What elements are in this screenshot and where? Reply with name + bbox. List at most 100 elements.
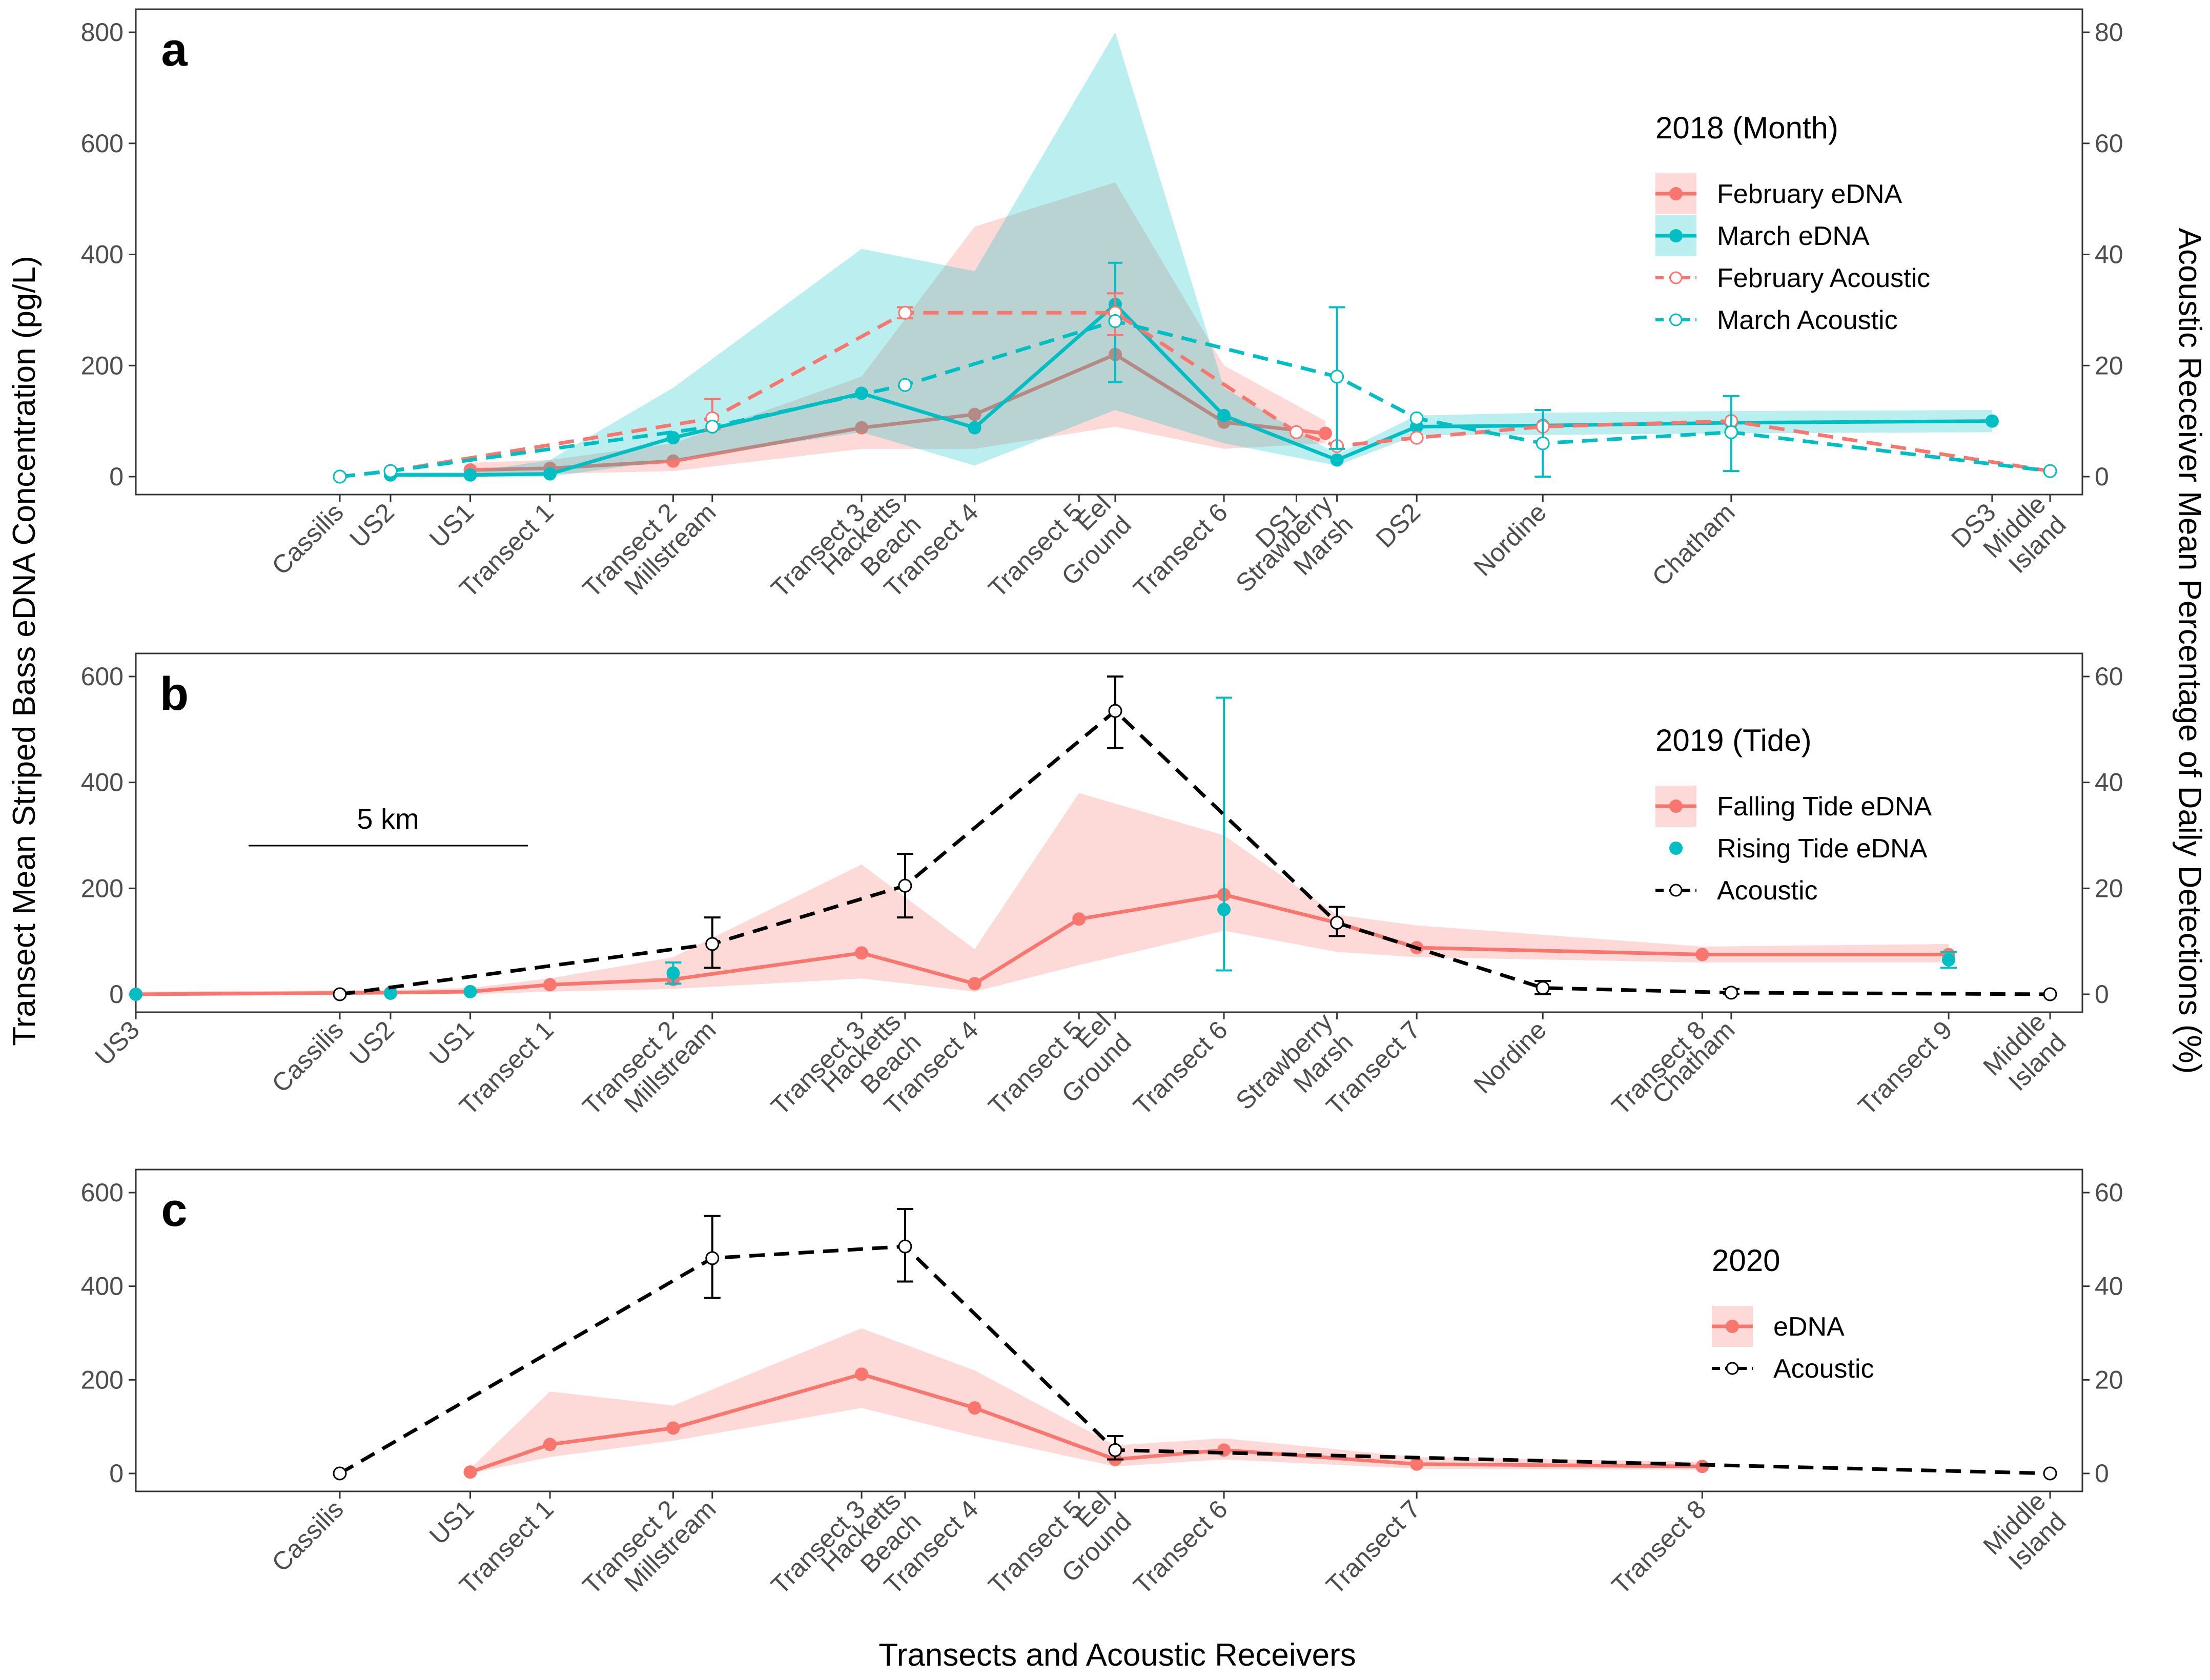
x-tick-label-line: Transect 6 [1128,1494,1233,1600]
x-tick-label: Cassilis [266,498,349,580]
x-tick-label: DS2 [1370,498,1426,553]
acoustic-point [383,464,398,478]
point-march-edna [543,467,557,481]
line-march-acoustic [339,319,2051,479]
point-rising-tide [383,986,397,1000]
acoustic-point [898,378,912,392]
x-tick-label: MiddleIsland [1977,1008,2071,1101]
acoustic-point [1536,981,1550,995]
legend-label: Acoustic [1717,876,1818,906]
panel-frame [135,1169,2083,1492]
y2-tick-label: 20 [2095,874,2123,903]
point-falling-tide-edna [855,946,869,960]
point-falling-tide-edna [1072,912,1086,926]
y2-tick-label: 20 [2095,1365,2123,1394]
x-tick-label: US3 [89,1015,145,1071]
x-tick-label-line: Nordine [1468,498,1552,581]
legend-label: February Acoustic [1717,263,1930,293]
x-tick-label: MiddleIsland [1977,490,2071,584]
y-tick-label: 600 [81,662,124,691]
x-tick-label-line: US3 [89,1015,145,1071]
acoustic-point [1289,425,1303,439]
x-tick-label: Transect 7 [1321,1494,1426,1600]
legend-label: eDNA [1773,1312,1845,1342]
y2-tick-label: 80 [2095,18,2123,47]
ribbon-february-edna [470,182,1326,474]
x-tick-label: Transect 8 [1606,1494,1711,1600]
y-tick-label: 600 [81,129,124,158]
point-falling-tide-edna [968,977,981,991]
legend-key-point [1669,884,1683,897]
y-tick-label: 200 [81,874,124,903]
point-march-edna [1985,414,1999,428]
acoustic-point [2043,464,2057,478]
point-edna [543,1438,557,1451]
point-falling-tide-edna [543,978,557,992]
x-tick-label: US1 [424,1494,479,1550]
y-tick-label: 200 [81,351,124,380]
y-axis-left-title: Transect Mean Striped Bass eDNA Concentr… [7,256,42,1046]
legend: 2020 eDNA Acoustic [1712,1243,1874,1384]
x-tick-label-line: US1 [424,1015,479,1071]
x-tick-label: Nordine [1468,498,1552,581]
x-tick-label: Nordine [1468,1015,1552,1099]
x-tick-label: Cassilis [266,1494,349,1577]
x-tick-label: Transect 6 [1128,1494,1233,1600]
legend-key-point [1726,1320,1739,1333]
legend-label: Acoustic [1773,1354,1874,1384]
x-tick-label-line: Transect 7 [1321,1494,1426,1600]
point-edna [1410,1457,1424,1471]
y2-tick-label: 0 [2095,462,2109,491]
x-tick-label-line: DS2 [1370,498,1426,553]
point-march-edna [463,468,477,482]
point-edna [968,1401,981,1415]
legend: 2018 (Month) February eDNA March eDNA Febru… [1655,111,1930,335]
scale-bar-label: 5 km [357,803,419,835]
legend-key-point [1669,800,1683,813]
acoustic-point [1409,431,1424,445]
y-tick-label: 0 [109,1459,124,1488]
y2-tick-label: 60 [2095,662,2123,691]
y2-tick-label: 40 [2095,240,2123,269]
acoustic-point [898,1239,912,1254]
x-tick-label-line: Transect 9 [1853,1015,1958,1120]
acoustic-point [1536,436,1550,450]
y-tick-label: 400 [81,240,124,269]
panel-letter: b [160,668,189,720]
x-tick-label-line: Chatham [1647,498,1741,591]
acoustic-point [2043,987,2057,1001]
legend-title: 2019 (Tide) [1655,723,1812,757]
x-tick-label-line: US1 [424,1494,479,1550]
ribbon-edna [470,1328,1703,1473]
point-edna [1217,1443,1231,1457]
point-edna [666,1421,680,1435]
acoustic-point [1108,1443,1122,1457]
acoustic-point [1724,425,1738,439]
acoustic-point [1108,314,1122,329]
y2-tick-label: 40 [2095,1272,2123,1301]
x-tick-label: MiddleIsland [1977,1487,2071,1581]
point-february-edna [666,454,680,468]
y-tick-label: 600 [81,1178,124,1207]
y2-tick-label: 0 [2095,1459,2109,1488]
point-march-edna [666,431,680,445]
acoustic-point [898,305,912,320]
x-tick-label-line: US2 [344,498,399,553]
x-tick-label-line: Transect 6 [1128,498,1233,603]
acoustic-point [333,1466,347,1481]
ribbon-march-edna [390,32,1992,477]
acoustic-point [898,878,912,893]
x-tick-label-line: US2 [344,1015,399,1071]
y2-tick-label: 0 [2095,980,2109,1009]
legend-key-point [1726,1362,1739,1375]
x-tick-label-line: Cassilis [266,1015,349,1098]
legend-key-point [1669,313,1683,326]
x-tick-label: US2 [344,498,399,553]
legend-key-point [1669,271,1683,284]
panel-letter: a [161,24,188,76]
acoustic-point [1330,916,1344,930]
ribbon-falling-tide-edna [136,793,1949,994]
legend-title: 2018 (Month) [1655,111,1838,145]
